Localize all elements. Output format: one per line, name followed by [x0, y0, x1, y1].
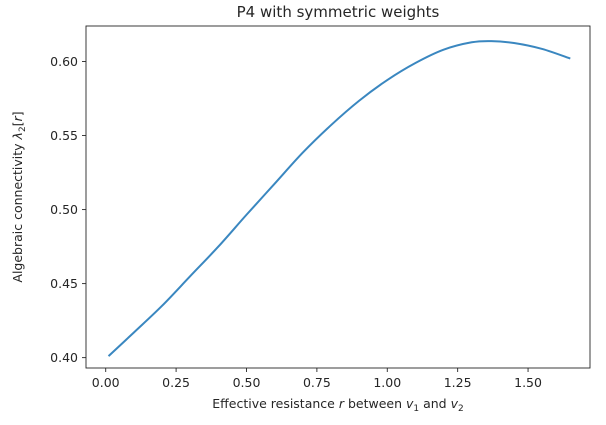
y-axis-label: Algebraic connectivity λ2[r] [10, 111, 28, 282]
y-tick-label: 0.45 [50, 276, 78, 291]
x-tick-label: 0.75 [303, 375, 331, 390]
label-part: λ [10, 132, 25, 140]
x-tick-label: 1.00 [373, 375, 401, 390]
label-part: and [419, 396, 450, 411]
y-tick-label: 0.60 [50, 54, 78, 69]
label-part: Algebraic connectivity [10, 139, 25, 282]
x-tick-label: 1.50 [514, 375, 542, 390]
x-tick-label: 0.00 [92, 375, 120, 390]
label-part: [ [10, 121, 25, 126]
plot-frame [85, 25, 591, 369]
label-part: ] [10, 111, 25, 116]
x-tick-label: 0.50 [233, 375, 261, 390]
label-part: r [10, 115, 25, 121]
x-axis-label: Effective resistance r between v1 and v2 [212, 396, 463, 414]
chart-title: P4 with symmetric weights [237, 3, 440, 21]
y-tick-label: 0.40 [50, 350, 78, 365]
label-part: Effective resistance [212, 396, 339, 411]
series-line [107, 40, 571, 357]
label-part: r [339, 396, 345, 411]
label-part: v [406, 396, 414, 411]
x-tick-label: 0.25 [162, 375, 190, 390]
label-part: between [344, 396, 406, 411]
label-part: 2 [18, 126, 28, 132]
x-tick-label: 1.25 [444, 375, 472, 390]
y-tick-label: 0.55 [50, 128, 78, 143]
y-axis-ticks: 0.40 0.45 0.50 0.55 0.60 [50, 54, 86, 365]
y-tick-label: 0.50 [50, 202, 78, 217]
label-part: v [451, 396, 459, 411]
label-part: 1 [413, 404, 419, 414]
label-part: 2 [458, 404, 464, 414]
x-axis-ticks: 0.00 0.25 0.50 0.75 1.00 1.25 1.50 [92, 368, 542, 390]
